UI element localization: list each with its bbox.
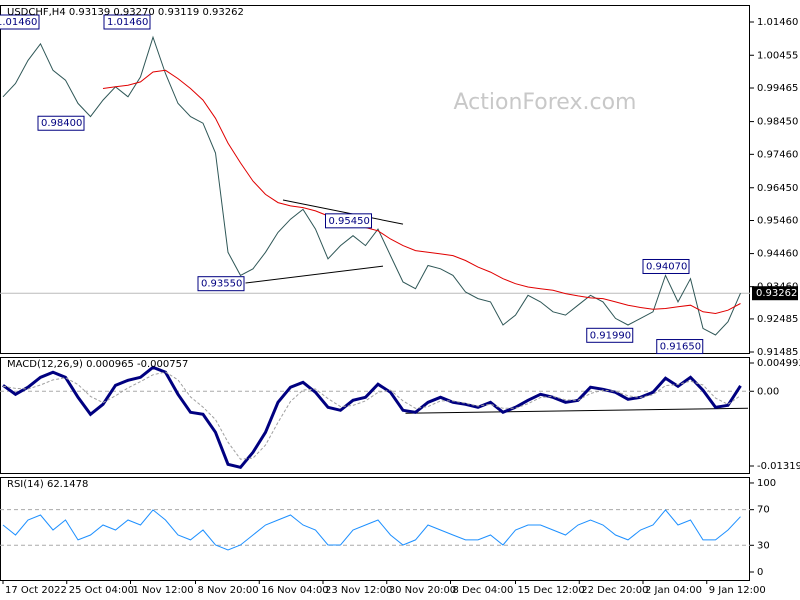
annotation-box: [325, 213, 372, 229]
y-tick-label: 1.01460: [757, 17, 798, 28]
annotation-box: [103, 14, 151, 30]
annotation-label: 0.98400: [41, 118, 82, 129]
annotation-box: [642, 258, 690, 274]
annotation-box: [0, 14, 40, 30]
y-tick-label: 0.004993: [757, 358, 800, 369]
annotation-box: [656, 339, 704, 355]
y-tick-label: 100: [757, 478, 776, 489]
series-line: [2, 371, 741, 460]
y-tick-label: 0.91485: [757, 347, 798, 358]
annotation-label: 0.91990: [590, 330, 631, 341]
current-price-box: [752, 286, 798, 301]
panel-frame: [0, 5, 750, 354]
y-tick-label: 0.95460: [757, 216, 798, 227]
trend-line: [245, 265, 384, 284]
y-tick-label: 0: [757, 567, 763, 578]
panel-title: RSI(14) 62.1478: [7, 479, 88, 490]
y-tick-label: 0.94460: [757, 249, 798, 260]
y-tick-label: 70: [757, 505, 770, 516]
trend-line: [282, 199, 404, 225]
x-tick-label: 2 Jan 04:00: [645, 585, 702, 596]
series-line: [2, 365, 742, 469]
series-line: [102, 69, 741, 315]
x-tick-label: 15 Dec 12:00: [518, 585, 585, 596]
x-tick-label: 16 Nov 04:00: [261, 585, 328, 596]
y-tick-label: 0.00: [757, 386, 779, 397]
y-tick-label: 30: [757, 540, 770, 551]
panel-title: USDCHF,H4 0.93139 0.93270 0.93119 0.9326…: [7, 7, 244, 18]
annotation-label: 0.94070: [646, 261, 687, 272]
annotation-label: 0.95450: [329, 216, 370, 227]
panel-frame: [0, 477, 750, 581]
annotation-label: 0.91650: [660, 342, 701, 353]
y-tick-label: -0.013193: [757, 461, 800, 472]
y-tick-label: 0.92485: [757, 314, 798, 325]
watermark: ActionForex.com: [454, 90, 637, 115]
y-tick-label: 0.99465: [757, 83, 798, 94]
current-price-label: 0.93262: [756, 288, 797, 299]
panel-frame: [0, 357, 750, 474]
annotation-box: [586, 327, 634, 343]
x-tick-label: 17 Oct 2022: [5, 585, 67, 596]
x-tick-label: 8 Nov 20:00: [198, 585, 259, 596]
x-tick-label: 30 Nov 20:00: [389, 585, 456, 596]
annotation-box: [197, 276, 245, 292]
annotation-label: 1.01460: [107, 17, 148, 28]
trend-line: [405, 407, 749, 414]
y-tick-label: 0.97460: [757, 149, 798, 160]
x-tick-label: 23 Nov 12:00: [325, 585, 392, 596]
y-tick-label: 0.98450: [757, 117, 798, 128]
annotation-label: 0.93550: [201, 279, 242, 290]
annotation-label: 1.01460: [0, 17, 37, 28]
annotation-box: [37, 115, 85, 131]
series-line: [2, 509, 741, 551]
x-tick-label: 8 Dec 04:00: [453, 585, 514, 596]
x-tick-label: 9 Jan 12:00: [709, 585, 766, 596]
x-tick-label: 22 Dec 20:00: [581, 585, 648, 596]
y-tick-label: 1.00455: [757, 50, 798, 61]
series-line: [2, 35, 741, 336]
x-tick-label: 1 Nov 12:00: [133, 585, 194, 596]
panel-title: MACD(12,26,9) 0.000965 -0.000757: [7, 359, 188, 370]
x-tick-label: 25 Oct 04:00: [69, 585, 134, 596]
y-tick-label: 0.96450: [757, 183, 798, 194]
